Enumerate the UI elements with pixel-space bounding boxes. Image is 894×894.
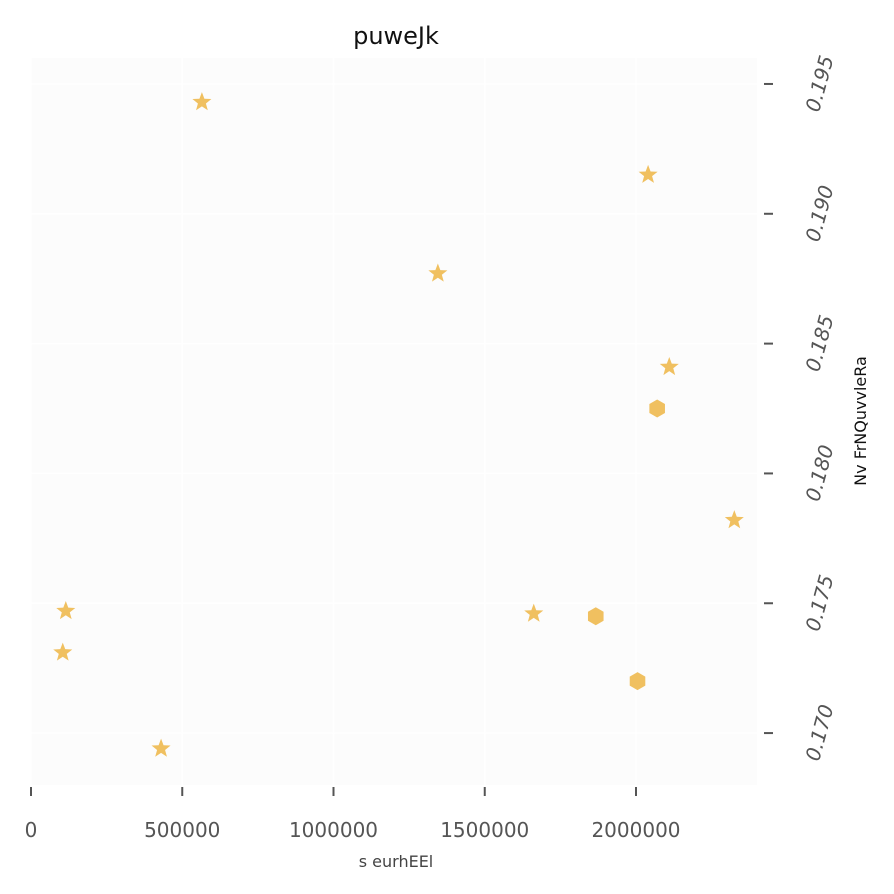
y-tick-label: 0.185: [801, 312, 839, 374]
x-axis-title: s eurhEEl: [359, 852, 434, 871]
x-tick-label: 0: [25, 818, 38, 842]
hexagon-point: [629, 672, 646, 691]
star-point: [53, 642, 73, 661]
x-tick-label: 1000000: [289, 818, 378, 842]
star-point: [151, 738, 171, 757]
x-tick-label: 1500000: [440, 818, 529, 842]
hexagon-point: [649, 399, 665, 418]
data-points: [53, 92, 744, 757]
y-tick-label: 0.195: [801, 53, 839, 115]
star-point: [659, 356, 679, 376]
y-tick-label: 0.190: [801, 183, 839, 245]
chart-title: puweJk: [353, 22, 439, 50]
star-point: [524, 603, 544, 622]
x-tick-label: 500000: [144, 818, 220, 842]
grid-lines: [30, 58, 757, 785]
y-tick-label: 0.170: [801, 702, 839, 764]
star-point: [638, 164, 658, 183]
hexagon-point: [587, 607, 604, 626]
y-tick-label: 0.180: [801, 442, 839, 504]
star-point: [56, 601, 76, 620]
star-point: [724, 510, 744, 529]
y-tick-label: 0.175: [801, 572, 839, 634]
y-axis-title: Nv FrNQuvvleRa: [851, 356, 870, 486]
x-tick-label: 2000000: [591, 818, 680, 842]
star-point: [428, 263, 448, 282]
star-point: [192, 92, 212, 111]
